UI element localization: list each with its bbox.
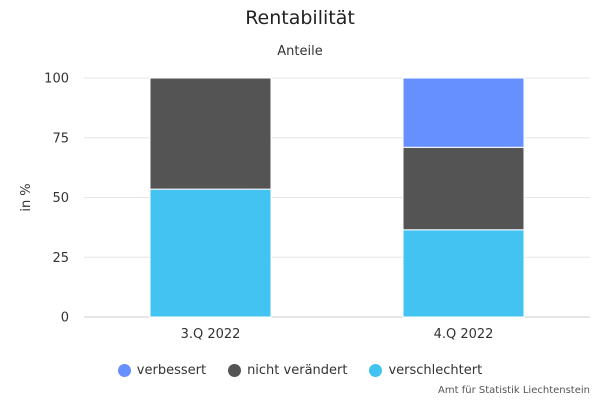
legend-label: verschlechtert bbox=[388, 363, 483, 378]
credits[interactable]: Amt für Statistik Liechtenstein bbox=[438, 385, 590, 396]
x-axis-ticks: 3.Q 2022 4.Q 2022 bbox=[181, 327, 494, 342]
legend-item-verbessert[interactable]: verbessert bbox=[117, 363, 207, 378]
y-axis-ticks: 0 25 50 75 100 bbox=[44, 72, 69, 326]
y-tick-label: 25 bbox=[52, 251, 69, 266]
legend-item-verschlechtert[interactable]: verschlechtert bbox=[369, 363, 482, 378]
y-axis-title: in % bbox=[19, 183, 34, 211]
bar-segment-verschlechtert[interactable] bbox=[149, 188, 272, 318]
legend-label: verbessert bbox=[136, 363, 207, 378]
y-tick-label: 75 bbox=[52, 131, 69, 146]
y-tick-label: 0 bbox=[61, 311, 69, 326]
legend-swatch bbox=[117, 364, 131, 377]
legend-item-nicht-verändert[interactable]: nicht verändert bbox=[228, 363, 347, 378]
y-tick-label: 50 bbox=[52, 191, 69, 206]
bar-segment-verbessert[interactable] bbox=[402, 77, 525, 148]
chart-title: Rentabilität bbox=[245, 7, 355, 29]
bars bbox=[149, 77, 525, 318]
legend-swatch bbox=[369, 364, 383, 377]
x-tick-label: 4.Q 2022 bbox=[434, 327, 494, 342]
bar-segment-verschlechtert[interactable] bbox=[402, 229, 525, 318]
legend-swatch bbox=[228, 364, 242, 377]
chart-subtitle: Anteile bbox=[277, 44, 323, 59]
chart-legend: verbessert nicht verändert verschlechtert bbox=[0, 363, 600, 378]
y-tick-label: 100 bbox=[44, 72, 69, 87]
legend-label: nicht verändert bbox=[247, 363, 348, 378]
bar-segment-nicht-verändert[interactable] bbox=[402, 146, 525, 231]
x-tick-label: 3.Q 2022 bbox=[181, 327, 241, 342]
bar-segment-nicht-verändert[interactable] bbox=[149, 77, 272, 190]
stacked-bar-chart: 0 25 50 75 100 3.Q 2022 4.Q 2022 in % bbox=[19, 72, 590, 342]
